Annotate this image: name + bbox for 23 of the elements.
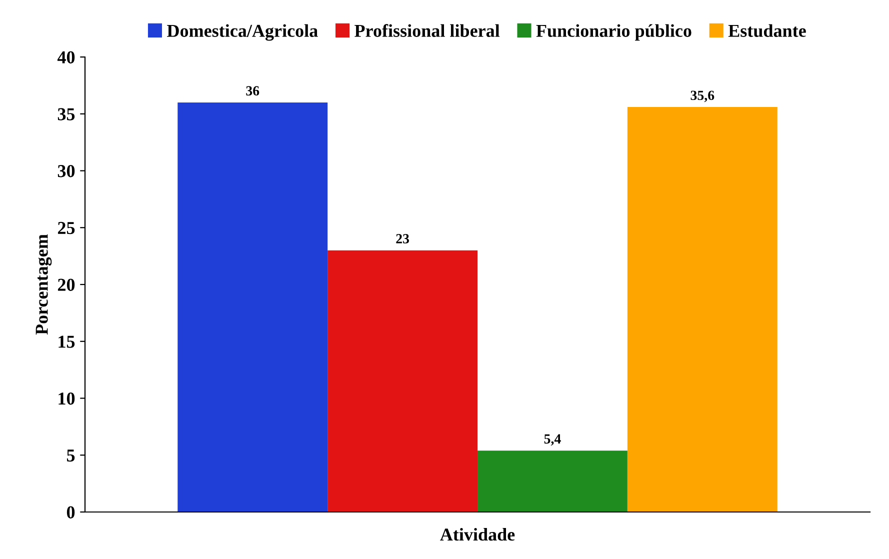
legend-label: Domestica/Agricola (167, 24, 318, 41)
y-tick-label: 5 (66, 450, 75, 462)
y-tick-label: 10 (58, 392, 75, 405)
y-tick-label: 35 (58, 108, 75, 120)
data-label: 36 (246, 86, 260, 96)
legend-label: Estudante (728, 24, 806, 37)
bar (478, 450, 628, 512)
data-label: 35,6 (690, 90, 714, 102)
x-axis-title: Atividade (440, 528, 515, 541)
y-tick-label: 25 (58, 222, 75, 234)
y-tick-label: 0 (66, 506, 75, 518)
y-tick-label: 30 (58, 165, 75, 178)
legend-label: Funcionario público (536, 24, 692, 41)
y-tick-label: 40 (57, 51, 75, 64)
legend-label: Profissional liberal (354, 24, 500, 37)
y-tick-label: 15 (58, 336, 75, 348)
y-tick-label: 20 (58, 278, 75, 291)
bar (328, 250, 478, 512)
data-label: 5,4 (544, 434, 561, 446)
data-label: 23 (396, 234, 409, 244)
bar (178, 102, 328, 512)
bar (627, 107, 778, 512)
y-axis-title: Porcentagem (36, 234, 52, 335)
